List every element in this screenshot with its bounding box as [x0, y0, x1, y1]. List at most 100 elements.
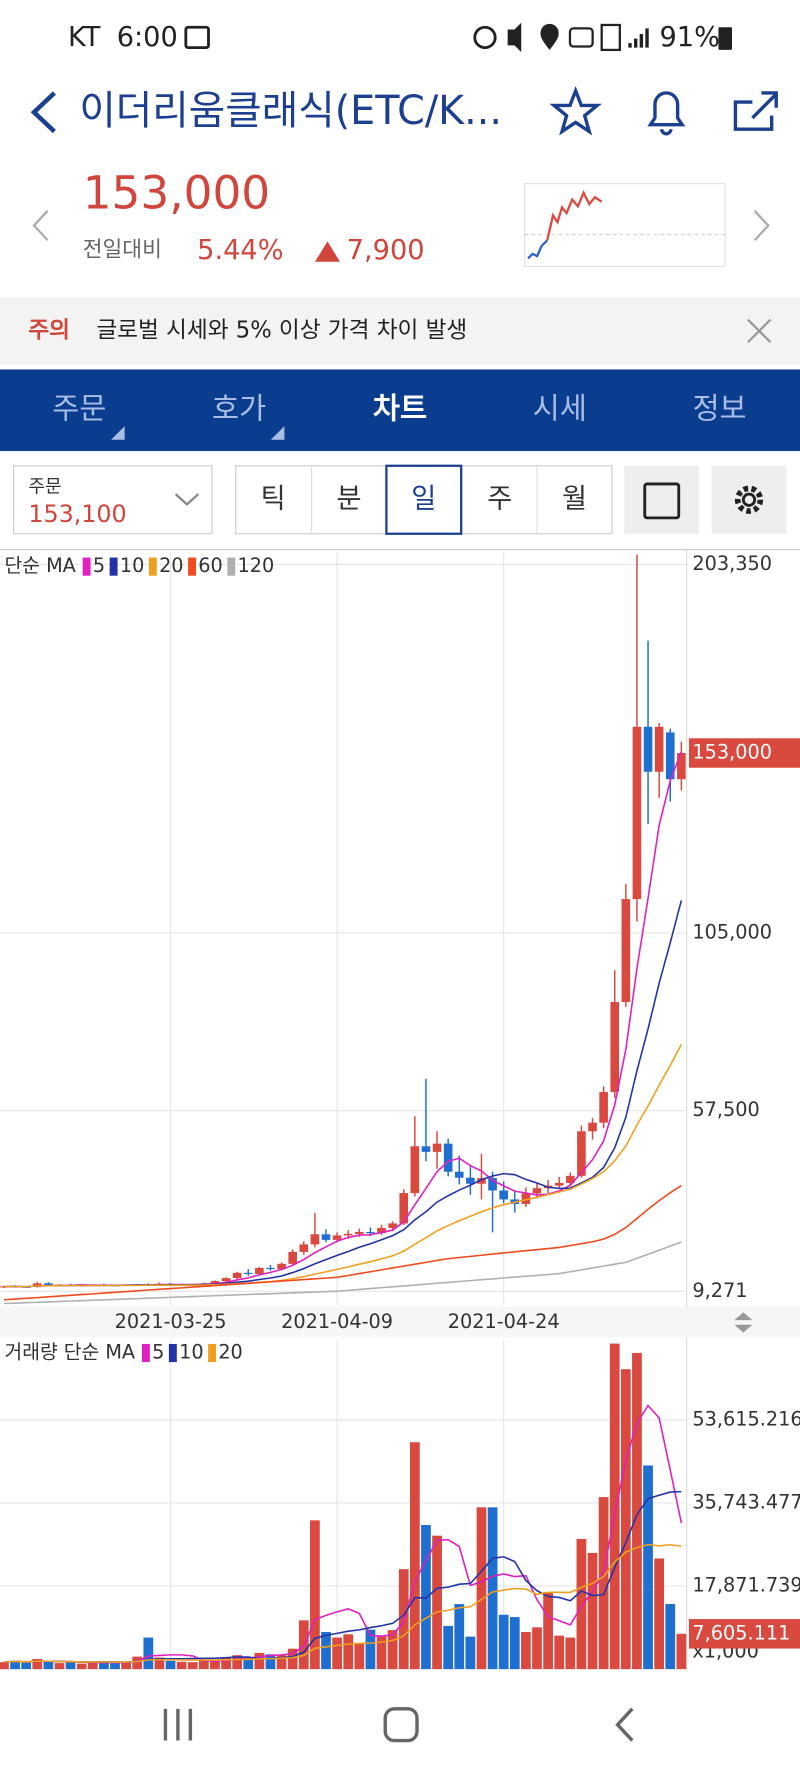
- volume-bar: [54, 1663, 65, 1670]
- clock: 6:00: [117, 22, 178, 53]
- next-coin[interactable]: [753, 210, 770, 242]
- tab[interactable]: 정보: [692, 392, 746, 426]
- candle-body: [632, 726, 642, 900]
- candle-body: [277, 1263, 286, 1270]
- period-button[interactable]: 틱: [261, 483, 286, 514]
- order-select[interactable]: [13, 465, 213, 535]
- volume-bar: [10, 1660, 20, 1670]
- recent-apps[interactable]: [163, 1708, 193, 1741]
- favorite-button[interactable]: [549, 85, 602, 136]
- y-tick-label: 53,615.216: [692, 1407, 800, 1430]
- period-button[interactable]: 일: [411, 483, 436, 514]
- candle-body: [332, 1235, 342, 1240]
- candle-body: [432, 1143, 442, 1152]
- volume-bar: [609, 1343, 620, 1670]
- volume-bar: [165, 1660, 176, 1670]
- 5g-icon: [600, 23, 621, 52]
- volume-bar: [643, 1465, 653, 1670]
- volume-bar: [332, 1637, 342, 1670]
- alert-button[interactable]: [647, 91, 686, 136]
- volume-bar: [276, 1655, 287, 1670]
- legend-title: 거래량 단순 MA: [5, 1341, 136, 1364]
- candle-body: [521, 1193, 531, 1204]
- settings-hub: [741, 492, 757, 507]
- change-label: 전일대비: [83, 237, 162, 262]
- draw-button[interactable]: [624, 465, 700, 534]
- x-tick-label: 2021-04-24: [448, 1310, 560, 1333]
- volume-bar: [143, 1637, 154, 1670]
- volume-bar: [132, 1656, 143, 1670]
- volume-bar: [443, 1625, 454, 1670]
- notice-bar: [0, 296, 800, 365]
- y-tick-label: 203,350: [692, 552, 772, 575]
- volume-bar: [665, 1604, 676, 1670]
- x-tick-label: 2021-03-25: [115, 1310, 227, 1333]
- period-button[interactable]: 주: [487, 483, 512, 514]
- legend-swatch: [148, 557, 157, 576]
- back-nav[interactable]: [615, 1707, 634, 1742]
- nav-bar: [0, 1671, 800, 1778]
- tab[interactable]: 시세: [533, 392, 587, 426]
- volume-bar: [232, 1655, 243, 1670]
- candle-body: [454, 1171, 464, 1178]
- candle-body: [677, 753, 686, 780]
- legend-label: 120: [238, 554, 275, 577]
- change-rate: 5.44%: [197, 235, 283, 266]
- legend-label: 10: [120, 554, 145, 577]
- candle-body: [410, 1146, 420, 1194]
- home-button[interactable]: [383, 1707, 419, 1743]
- volume-bar: [243, 1657, 254, 1670]
- volume-bar: [87, 1662, 98, 1670]
- volume-bar: [99, 1661, 109, 1670]
- volume-bar: [21, 1662, 32, 1670]
- settings-gear: [734, 485, 764, 514]
- draw-icon: [643, 482, 681, 520]
- volume-bar: [65, 1662, 76, 1670]
- legend-swatch: [109, 557, 118, 576]
- volume-bar: [509, 1617, 520, 1670]
- price-chart: 2021-03-25 2021-04-09 2021-04-24203,350105…: [0, 551, 800, 1670]
- volume-bar: [632, 1352, 642, 1670]
- candle-body: [210, 1281, 220, 1284]
- y-tick-label: 9,271: [692, 1279, 747, 1302]
- tab[interactable]: 호가: [212, 392, 266, 426]
- volume-bar: [254, 1652, 265, 1670]
- resize-handle[interactable]: [734, 1312, 753, 1333]
- volume-bar: [0, 1662, 9, 1670]
- volume-bar: [587, 1552, 598, 1670]
- y-tick-label: 35,743.477: [692, 1490, 800, 1513]
- period-button[interactable]: 월: [562, 483, 587, 514]
- candle-body: [355, 1232, 364, 1234]
- gallery-icon: [184, 25, 210, 50]
- volume-bar: [676, 1633, 687, 1670]
- notice-close[interactable]: [747, 318, 772, 344]
- back-button[interactable]: [30, 91, 56, 134]
- current-label: 153,000: [692, 741, 772, 764]
- volume-bar: [43, 1661, 54, 1670]
- sparkline-box: [524, 183, 726, 267]
- legend-swatch: [168, 1343, 177, 1363]
- current-price: 153,000: [83, 167, 270, 220]
- prev-coin[interactable]: [32, 210, 49, 242]
- legend-label: 20: [159, 554, 184, 577]
- legend-swatch: [188, 557, 197, 576]
- candle-body: [343, 1233, 353, 1236]
- tab[interactable]: 주문: [52, 392, 106, 426]
- volume-bar: [365, 1629, 376, 1670]
- volume-bar: [343, 1634, 354, 1670]
- candle-body: [399, 1193, 409, 1224]
- location-icon: [540, 23, 559, 50]
- ma-line: [3, 1543, 682, 1663]
- current-badge: [688, 738, 800, 768]
- candle-body: [665, 732, 675, 780]
- candle-body: [443, 1143, 453, 1172]
- settings-button[interactable]: [711, 465, 787, 534]
- volume-bar: [110, 1663, 120, 1670]
- period-button[interactable]: 분: [337, 483, 362, 514]
- tab-active[interactable]: 차트: [373, 392, 427, 426]
- legend-swatch: [82, 557, 91, 576]
- legend-label: 5: [152, 1341, 164, 1364]
- share-button[interactable]: [733, 91, 778, 131]
- candle-body: [466, 1177, 475, 1184]
